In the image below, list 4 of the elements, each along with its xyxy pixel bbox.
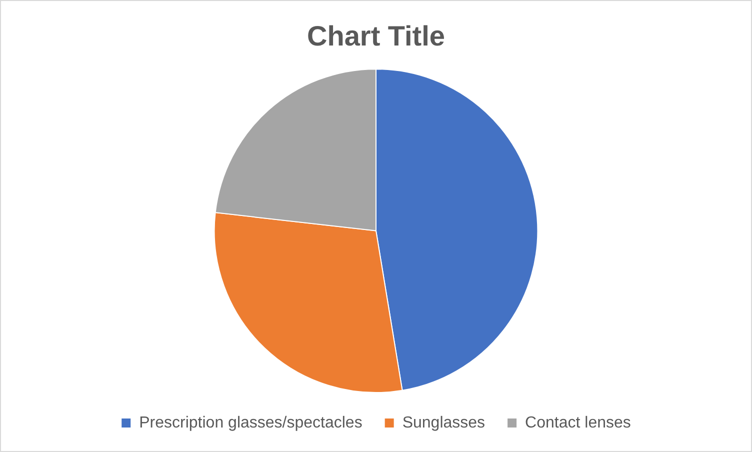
- legend-label: Sunglasses: [402, 414, 486, 432]
- legend-label: Prescription glasses/spectacles: [139, 414, 362, 432]
- chart-title: Chart Title: [307, 20, 445, 52]
- legend-label: Contact lenses: [525, 414, 631, 432]
